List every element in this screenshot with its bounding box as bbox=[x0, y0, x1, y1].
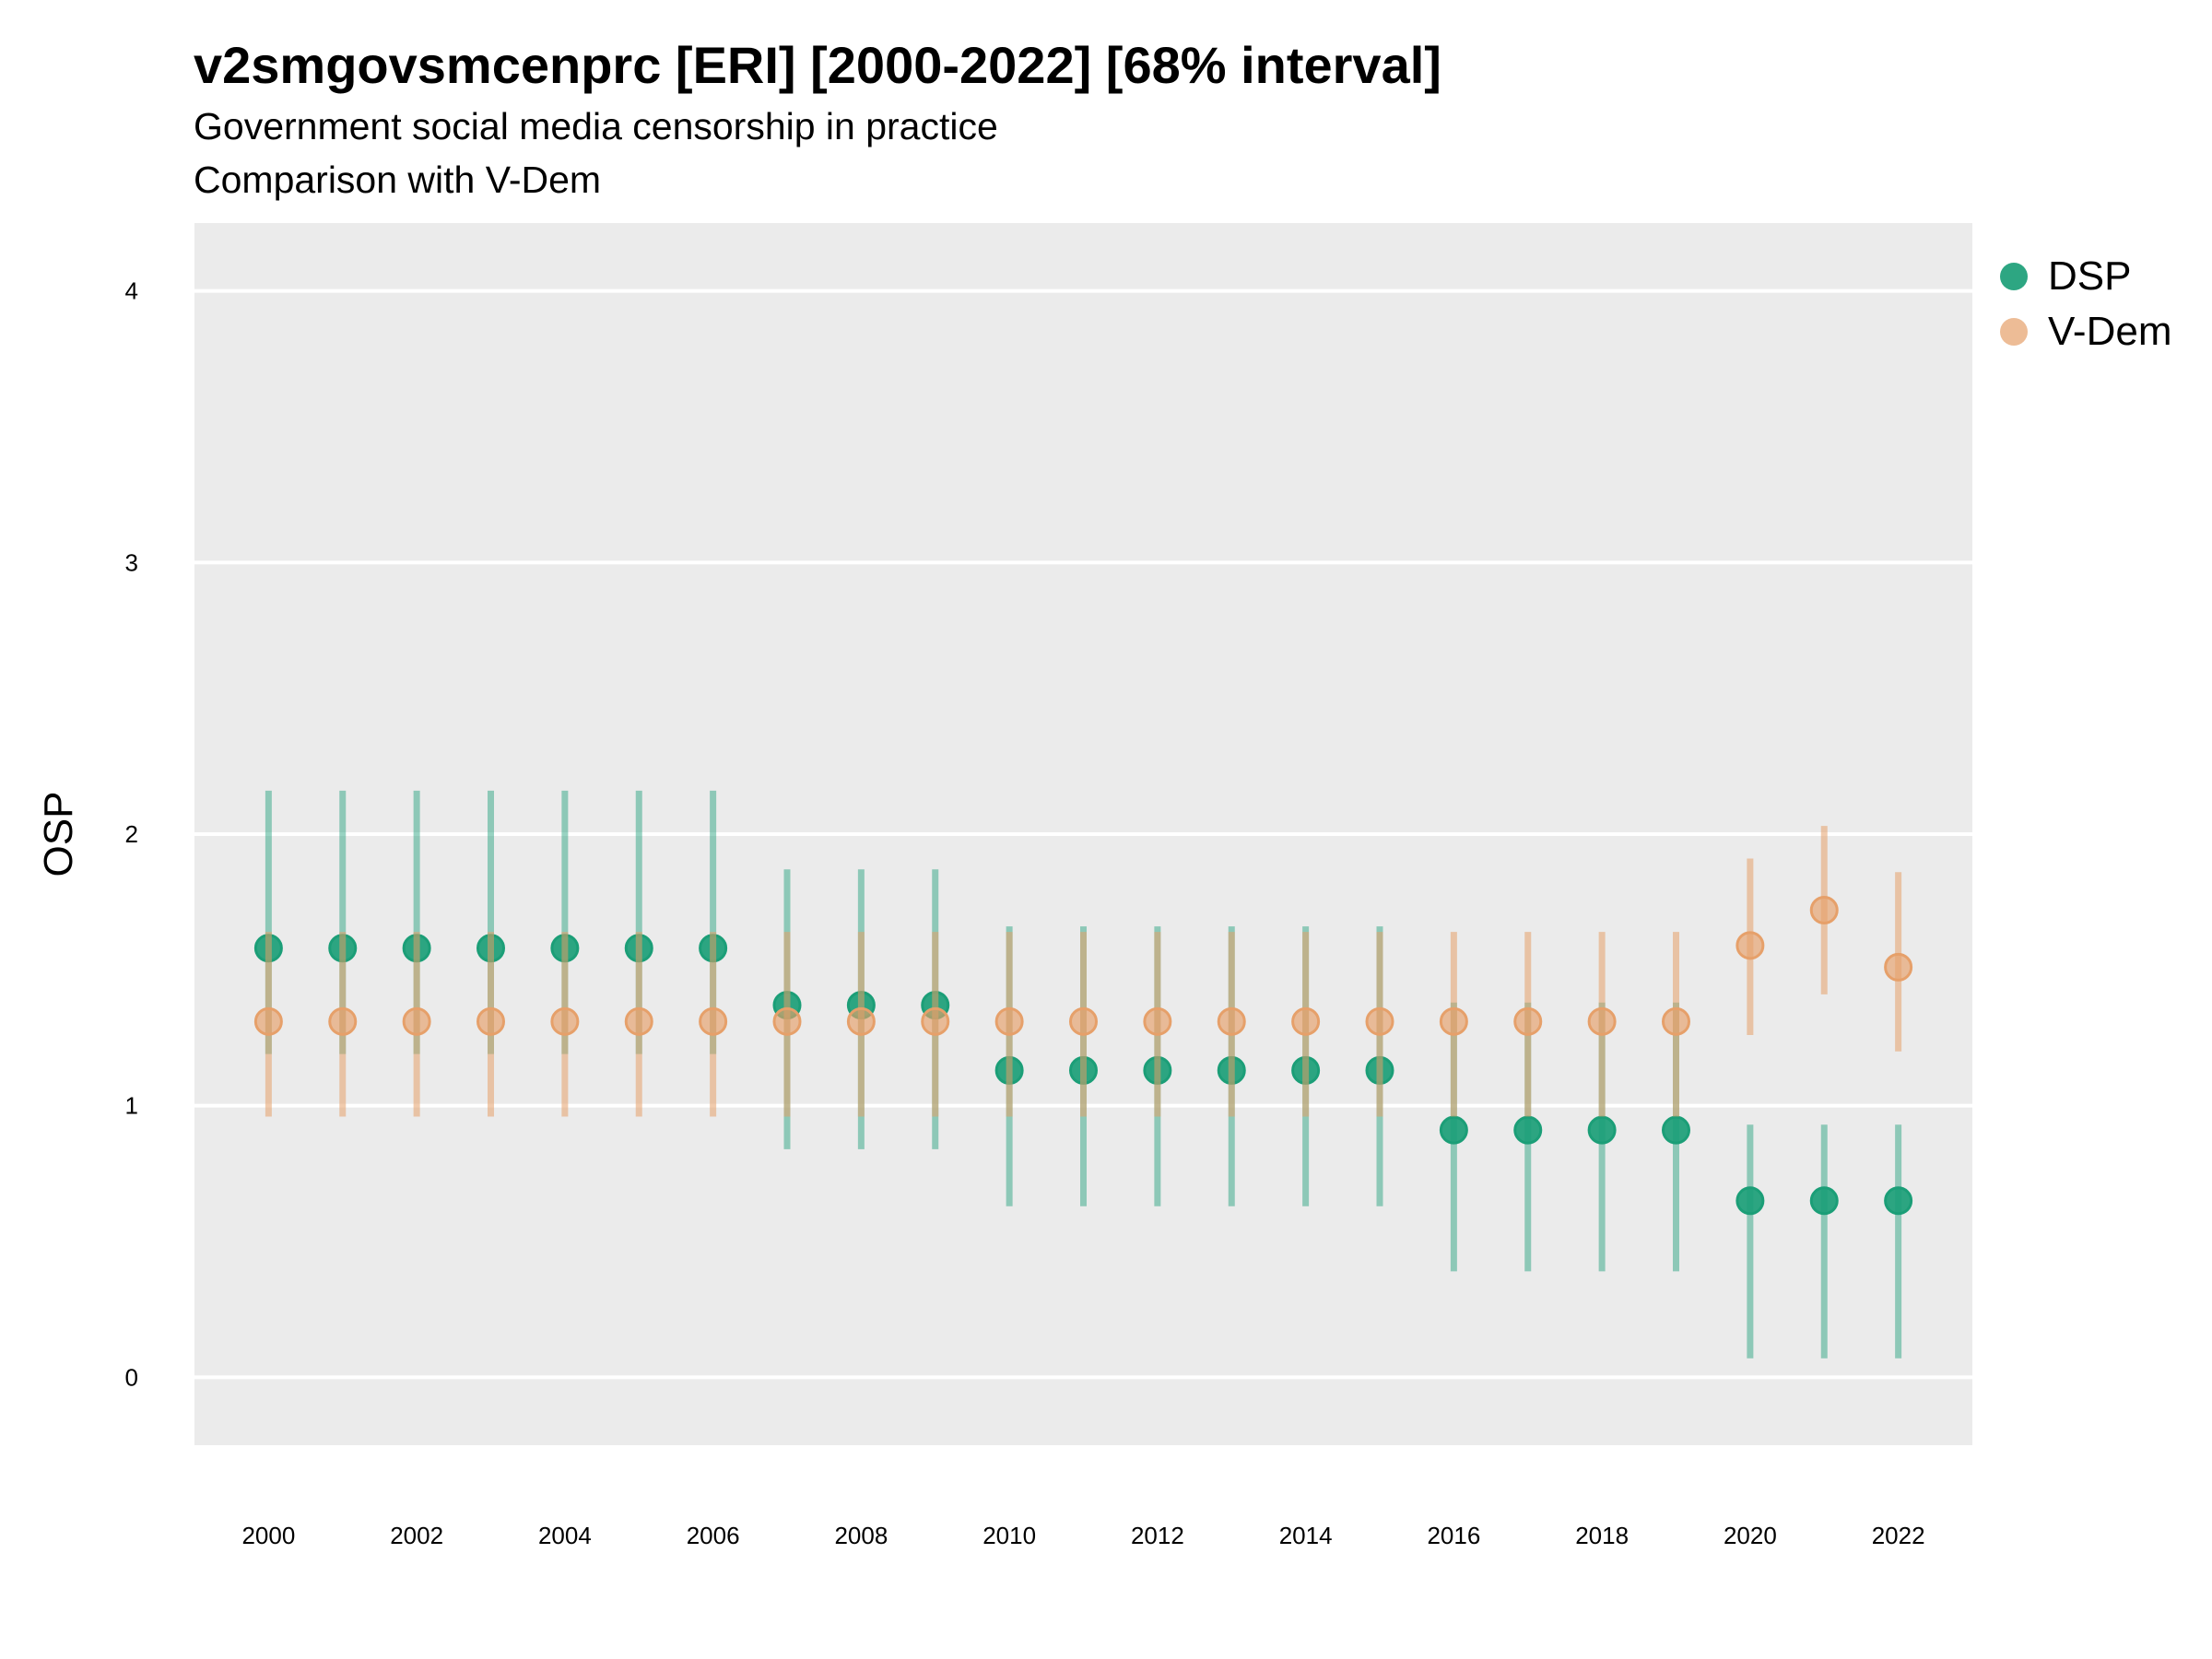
point-dsp-2021 bbox=[1809, 1186, 1839, 1216]
point-v-dem-2007 bbox=[772, 1006, 802, 1036]
point-v-dem-2020 bbox=[1735, 931, 1765, 960]
point-v-dem-2013 bbox=[1217, 1006, 1246, 1036]
point-v-dem-2018 bbox=[1587, 1006, 1617, 1036]
point-v-dem-2015 bbox=[1365, 1006, 1394, 1036]
point-dsp-2017 bbox=[1513, 1115, 1543, 1145]
y-axis-tick-labels: 0 1 2 3 4 bbox=[125, 277, 138, 1392]
point-v-dem-2017 bbox=[1513, 1006, 1543, 1036]
point-v-dem-2006 bbox=[699, 1006, 728, 1036]
legend-item-dsp: DSP bbox=[2000, 249, 2171, 304]
point-v-dem-2001 bbox=[328, 1006, 358, 1036]
x-tick-label-2010: 2010 bbox=[982, 1522, 1036, 1549]
x-tick-label-2004: 2004 bbox=[538, 1522, 592, 1549]
point-v-dem-2021 bbox=[1809, 896, 1839, 925]
point-v-dem-2003 bbox=[477, 1006, 505, 1036]
legend-label-vdem: V-Dem bbox=[2048, 309, 2172, 354]
point-dsp-2020 bbox=[1735, 1186, 1765, 1216]
chart-subtitle-line-2: Comparison with V-Dem bbox=[194, 159, 602, 201]
point-v-dem-2012 bbox=[1143, 1006, 1172, 1036]
point-dsp-2019 bbox=[1662, 1115, 1690, 1145]
legend-label-dsp: DSP bbox=[2048, 253, 2132, 299]
point-v-dem-2016 bbox=[1439, 1006, 1468, 1036]
point-v-dem-2011 bbox=[1069, 1006, 1098, 1036]
y-tick-label-0: 0 bbox=[125, 1363, 138, 1391]
point-v-dem-2004 bbox=[550, 1006, 580, 1036]
point-v-dem-2014 bbox=[1291, 1006, 1321, 1036]
chart-subtitle-line-1: Government social media censorship in pr… bbox=[194, 105, 998, 147]
y-axis-label: OSP bbox=[36, 792, 81, 877]
x-tick-label-2012: 2012 bbox=[1131, 1522, 1184, 1549]
x-tick-label-2018: 2018 bbox=[1575, 1522, 1629, 1549]
y-tick-label-4: 4 bbox=[125, 277, 138, 305]
x-tick-label-2008: 2008 bbox=[834, 1522, 888, 1549]
x-tick-label-2002: 2002 bbox=[390, 1522, 443, 1549]
legend-item-vdem: V-Dem bbox=[2000, 304, 2171, 359]
x-tick-label-2020: 2020 bbox=[1724, 1522, 1777, 1549]
x-tick-label-2006: 2006 bbox=[687, 1522, 740, 1549]
y-tick-label-2: 2 bbox=[125, 820, 138, 848]
point-v-dem-2002 bbox=[402, 1006, 431, 1036]
point-v-dem-2010 bbox=[994, 1006, 1024, 1036]
legend: DSP V-Dem bbox=[2000, 249, 2171, 359]
point-dsp-2022 bbox=[1884, 1186, 1913, 1216]
legend-key-dsp bbox=[2000, 263, 2028, 290]
x-tick-label-2016: 2016 bbox=[1427, 1522, 1480, 1549]
point-v-dem-2019 bbox=[1662, 1006, 1690, 1036]
data-marks bbox=[253, 790, 1913, 1359]
point-dsp-2016 bbox=[1439, 1115, 1468, 1145]
x-tick-label-2014: 2014 bbox=[1279, 1522, 1333, 1549]
point-v-dem-2000 bbox=[253, 1006, 283, 1036]
series-v-dem bbox=[253, 826, 1913, 1117]
chart-title: v2smgovsmcenprc [ERI] [2000-2022] [68% i… bbox=[194, 36, 1441, 94]
point-v-dem-2022 bbox=[1884, 952, 1913, 982]
x-tick-label-2022: 2022 bbox=[1872, 1522, 1925, 1549]
point-v-dem-2005 bbox=[624, 1006, 653, 1036]
x-tick-label-2000: 2000 bbox=[241, 1522, 295, 1549]
legend-key-vdem bbox=[2000, 318, 2028, 346]
y-tick-label-3: 3 bbox=[125, 548, 138, 576]
point-dsp-2018 bbox=[1587, 1115, 1617, 1145]
point-v-dem-2009 bbox=[921, 1006, 950, 1036]
x-axis-tick-labels: 2000 2002 2004 2006 2008 2010 2012 2014 2016 2018… bbox=[241, 1522, 1924, 1549]
y-tick-label-1: 1 bbox=[125, 1092, 138, 1120]
point-v-dem-2008 bbox=[846, 1006, 876, 1036]
